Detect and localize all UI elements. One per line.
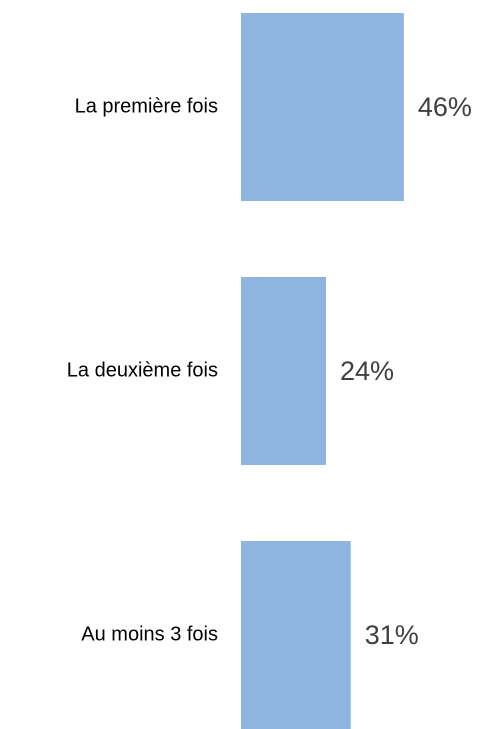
category-label: Au moins 3 fois xyxy=(81,623,218,645)
bar xyxy=(241,13,404,201)
bar xyxy=(241,541,351,729)
bar xyxy=(241,277,326,465)
value-label: 31% xyxy=(365,620,419,650)
value-label: 46% xyxy=(418,92,472,122)
category-label: La deuxième fois xyxy=(67,359,218,381)
value-label: 24% xyxy=(340,356,394,386)
category-label: La première fois xyxy=(75,95,218,117)
